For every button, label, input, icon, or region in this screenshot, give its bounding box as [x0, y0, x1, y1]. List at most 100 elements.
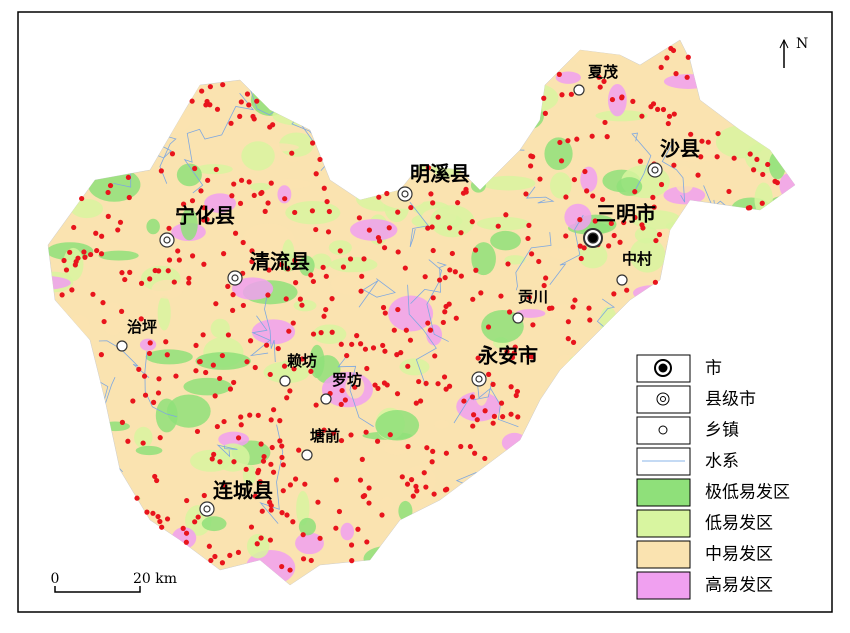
zone-patch: [157, 295, 171, 331]
disaster-point: [404, 481, 411, 487]
zone-patch: [329, 256, 378, 273]
disaster-point: [571, 176, 577, 183]
disaster-point: [572, 297, 578, 303]
disaster-point: [490, 420, 496, 426]
disaster-point: [287, 482, 294, 488]
disaster-point: [463, 189, 469, 195]
place-symbols: [116, 84, 663, 517]
disaster-point: [290, 320, 296, 326]
disaster-point: [525, 235, 531, 242]
place-label: 治坪: [127, 318, 157, 336]
disaster-point: [705, 139, 711, 145]
disaster-point: [469, 219, 475, 225]
disaster-point: [193, 368, 199, 374]
disaster-point: [155, 513, 161, 520]
disaster-point: [231, 459, 237, 465]
disaster-point: [164, 352, 170, 358]
disaster-point: [125, 174, 132, 181]
disaster-point: [278, 261, 284, 268]
disaster-point: [219, 560, 226, 566]
disaster-point: [435, 214, 441, 220]
disaster-point: [461, 398, 467, 404]
disaster-point: [302, 481, 308, 487]
disaster-point: [541, 282, 547, 289]
disaster-point: [231, 181, 237, 187]
disaster-point: [336, 508, 343, 515]
disaster-point: [655, 106, 661, 112]
disaster-point: [632, 214, 638, 221]
disaster-point: [427, 327, 434, 333]
disaster-point: [354, 333, 360, 339]
disaster-point: [381, 245, 388, 251]
north-arrow-head: [779, 38, 789, 49]
disaster-point: [157, 435, 163, 441]
disaster-point: [261, 453, 267, 460]
disaster-point: [577, 217, 583, 223]
disaster-point: [98, 251, 105, 257]
disaster-point: [469, 394, 476, 400]
disaster-point: [268, 180, 274, 186]
disaster-point: [144, 509, 150, 515]
disaster-point: [592, 218, 598, 224]
disaster-point: [570, 304, 576, 310]
town-symbol: [320, 393, 332, 405]
zone-patch: [430, 205, 475, 238]
disaster-point: [249, 258, 255, 265]
disaster-point: [203, 102, 209, 108]
disaster-point: [147, 340, 153, 346]
disaster-point: [197, 358, 203, 365]
disaster-point: [201, 492, 207, 499]
disaster-point: [320, 264, 326, 270]
disaster-point: [237, 113, 243, 119]
zone-patch: [166, 394, 211, 428]
disaster-point: [262, 208, 268, 214]
disaster-point: [364, 539, 370, 545]
disaster-point: [374, 438, 381, 444]
zone-patch: [251, 319, 296, 345]
disaster-point: [632, 189, 638, 195]
disaster-point: [246, 179, 252, 185]
zone-patch: [379, 496, 394, 512]
zone-patch: [180, 208, 198, 241]
disaster-point: [230, 292, 236, 298]
disaster-point: [482, 455, 488, 462]
disaster-point: [429, 459, 435, 465]
disaster-point: [375, 234, 382, 241]
disaster-point: [94, 247, 100, 254]
disaster-point: [257, 479, 263, 485]
disaster-point: [358, 341, 364, 347]
river: [183, 128, 204, 194]
disaster-point: [151, 399, 157, 405]
zone-patch: [456, 391, 501, 422]
river: [216, 444, 238, 458]
disaster-point: [372, 382, 378, 388]
disaster-point: [458, 230, 464, 236]
zone-patch: [595, 110, 648, 122]
disaster-point: [101, 318, 107, 325]
disaster-point: [342, 397, 348, 403]
disaster-point: [259, 508, 265, 514]
disaster-point: [285, 266, 291, 272]
disaster-point: [384, 190, 390, 197]
disaster-point: [590, 193, 596, 199]
disaster-point: [423, 380, 429, 387]
disaster-point: [270, 469, 277, 475]
zone-patch: [146, 218, 160, 235]
disaster-point: [286, 328, 292, 334]
disaster-point: [138, 316, 144, 322]
disaster-point: [279, 509, 285, 516]
zone-patch: [98, 250, 139, 261]
place-label: 宁化县: [175, 204, 235, 228]
disaster-point: [619, 94, 625, 100]
zone-patch: [139, 338, 157, 351]
disaster-point: [536, 258, 542, 265]
disaster-point: [416, 378, 422, 385]
zone-patch: [330, 272, 379, 296]
zone-patch: [544, 137, 573, 171]
disaster-point: [267, 537, 273, 543]
disaster-point: [325, 229, 332, 235]
disaster-point: [602, 119, 608, 126]
disaster-point: [134, 495, 140, 501]
disaster-point: [192, 165, 198, 172]
disaster-point: [232, 230, 239, 236]
